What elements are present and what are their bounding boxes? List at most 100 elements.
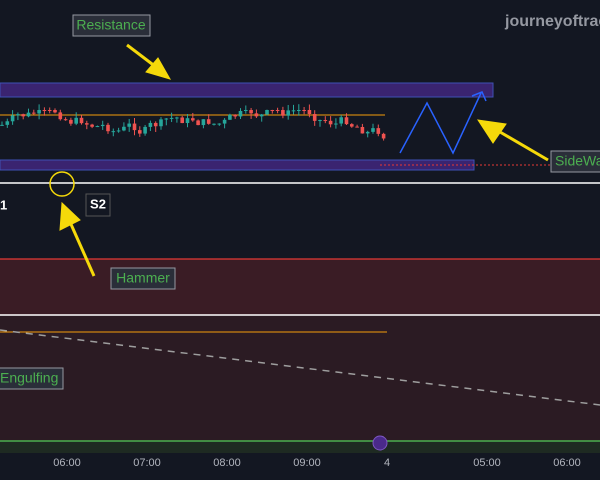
candle-body (360, 126, 365, 134)
candle-body (42, 110, 47, 111)
candle-body (10, 115, 15, 122)
candle-body (297, 110, 301, 111)
candle-body (74, 117, 78, 124)
candle-body (63, 119, 68, 121)
s2-label: S2 (90, 196, 106, 211)
label-box (85, 193, 111, 217)
candle-body (106, 124, 110, 132)
time-label: 09:00 (293, 457, 321, 469)
candle-body (228, 114, 232, 120)
candle-body (100, 124, 105, 127)
engulfing-label: Engulfing (0, 370, 58, 386)
resistance-label: Resistance (76, 17, 145, 33)
candle-body (286, 110, 290, 116)
time-label: 06:00 (53, 457, 81, 469)
candle-body (259, 114, 264, 117)
candle-body (47, 110, 52, 111)
candle-body (127, 123, 131, 127)
candle-body (26, 112, 31, 117)
candle-body (169, 117, 174, 119)
red-zone-lower (0, 315, 600, 441)
candle-body (5, 121, 10, 125)
support-band (0, 159, 475, 171)
candle-body (381, 133, 386, 139)
candle-body (249, 110, 253, 114)
candle-body (275, 110, 280, 111)
candle-body (254, 113, 259, 117)
candle-body (16, 114, 20, 116)
candle-body (122, 126, 126, 131)
time-axis: 06:00 07:00 08:00 09:00 4 05:00 06:00 (53, 457, 581, 469)
candle-body (143, 126, 147, 134)
candle-body (32, 112, 36, 114)
candle-body (58, 112, 63, 120)
candles (0, 104, 386, 141)
candle-body (159, 119, 163, 127)
arrows (59, 43, 549, 277)
candle-body (153, 122, 158, 127)
candle-body (365, 131, 370, 134)
candle-body (116, 130, 121, 132)
candle-body (270, 110, 275, 111)
candle-body (222, 119, 227, 124)
candle-body (206, 119, 211, 124)
candle-body (185, 118, 190, 124)
hammer-label: Hammer (116, 270, 170, 286)
label-box (0, 195, 10, 216)
candle-body (0, 124, 4, 126)
candle-body (111, 131, 116, 133)
watermark: journeyoftrac (504, 13, 600, 30)
candle-body (180, 117, 184, 124)
candle-body (355, 126, 359, 128)
candle-body (79, 117, 84, 124)
candle-body (265, 110, 269, 115)
candle-body (281, 110, 285, 116)
candle-body (90, 124, 94, 127)
candle-body (69, 119, 73, 124)
event-icon[interactable] (372, 435, 388, 451)
label-box (110, 267, 176, 290)
candle-body (291, 110, 296, 112)
time-label: 08:00 (213, 457, 241, 469)
candle-body (132, 123, 137, 131)
time-label: 06:00 (553, 457, 581, 469)
label-box (0, 367, 64, 390)
candle-body (138, 130, 142, 134)
resistance-band (0, 82, 494, 98)
candle-body (334, 123, 338, 125)
candle-body (339, 117, 343, 124)
candle-body (201, 119, 206, 126)
candle-body (350, 124, 354, 127)
green-zone (0, 441, 600, 453)
candle-body (191, 118, 195, 121)
candle-body (323, 120, 328, 122)
time-label: 4 (384, 457, 390, 469)
label-box (550, 150, 600, 173)
candle-body (318, 120, 322, 122)
candle-body (164, 118, 169, 120)
candle-body (376, 128, 381, 134)
candle-body (217, 123, 222, 125)
candle-body (37, 110, 41, 114)
time-label: 05:00 (473, 457, 501, 469)
time-label: 07:00 (133, 457, 161, 469)
candle-body (175, 117, 179, 119)
hammer-highlight (49, 171, 75, 197)
candle-body (95, 126, 100, 128)
sideways-label: SideWa (555, 153, 600, 169)
candle-body (307, 110, 312, 115)
candle-body (53, 110, 57, 113)
candle-body (196, 120, 200, 126)
red-zone (0, 259, 600, 315)
candle-body (85, 123, 89, 125)
label-box (72, 14, 151, 37)
candle-body (302, 110, 306, 111)
trend-line (0, 329, 600, 406)
candle-body (212, 123, 216, 125)
candle-body (244, 110, 248, 111)
candle-body (233, 114, 237, 117)
candle-body (344, 117, 349, 125)
candle-body (21, 114, 25, 117)
candle-body (312, 114, 317, 121)
